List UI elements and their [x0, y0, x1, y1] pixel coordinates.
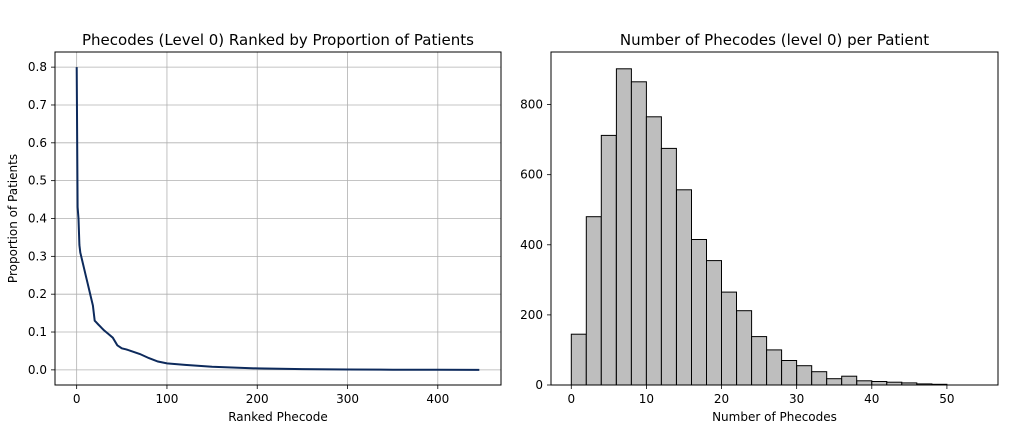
- line-chart-y-axis-label: Proportion of Patients: [6, 154, 20, 283]
- y-tick-label: 0.0: [28, 363, 47, 377]
- y-tick-label: 800: [520, 98, 543, 112]
- y-tick-label: 0.1: [28, 325, 47, 339]
- y-tick-label: 200: [520, 308, 543, 322]
- x-tick-label: 50: [939, 392, 954, 406]
- histogram-x-axis-label: Number of Phecodes: [712, 410, 837, 424]
- y-tick-label: 0.7: [28, 98, 47, 112]
- histogram-bar: [691, 239, 707, 386]
- histogram-bar: [811, 371, 828, 386]
- histogram-bar: [736, 310, 753, 386]
- line-chart-ticks: 0 100 200 300 400 0.0 0.1 0.2 0.3 0.4 0.5 0.6 0.7 0.8: [28, 60, 449, 406]
- y-tick-label: 400: [520, 238, 543, 252]
- line-chart-grid: [55, 52, 501, 385]
- x-tick-label: 100: [155, 392, 178, 406]
- y-tick-label: 0.3: [28, 249, 47, 263]
- x-tick-label: 20: [714, 392, 729, 406]
- histogram-title: Number of Phecodes (level 0) per Patient: [620, 31, 929, 49]
- y-tick-label: 0.4: [28, 212, 47, 226]
- x-tick-label: 200: [246, 392, 269, 406]
- histogram-bar: [826, 378, 843, 386]
- histogram-bar: [570, 333, 587, 386]
- x-tick-label: 10: [639, 392, 654, 406]
- histogram-bar: [615, 68, 632, 386]
- y-tick-label: 0.8: [28, 60, 47, 74]
- line-chart-title: Phecodes (Level 0) Ranked by Proportion …: [82, 31, 474, 49]
- histogram-bar: [841, 375, 858, 386]
- histogram-bar: [871, 381, 888, 386]
- y-tick-label: 0: [535, 378, 543, 392]
- histogram-bar: [660, 147, 677, 386]
- histogram-panel: 0 10 20 30 40 50 0 200 400 600 800 Number of Pheco…: [520, 31, 999, 424]
- histogram-bar: [630, 81, 647, 386]
- x-tick-label: 300: [336, 392, 359, 406]
- line-chart-panel: 0 100 200 300 400 0.0 0.1 0.2 0.3 0.4 0.5 0.6 0.7 0.8…: [6, 31, 502, 424]
- x-tick-label: 40: [864, 392, 879, 406]
- line-chart-x-axis-label: Ranked Phecode: [228, 410, 328, 424]
- y-tick-label: 600: [520, 168, 543, 182]
- histogram-bar: [645, 116, 662, 386]
- histogram-bar: [600, 134, 617, 386]
- x-tick-label: 0: [567, 392, 575, 406]
- y-tick-label: 0.5: [28, 174, 47, 188]
- histogram-bar: [706, 260, 722, 386]
- histogram-frame: [550, 51, 999, 386]
- y-tick-label: 0.2: [28, 287, 47, 301]
- histogram-bar: [781, 360, 798, 386]
- histogram-bar: [766, 349, 783, 386]
- histogram-bars: [570, 68, 948, 386]
- x-tick-label: 30: [789, 392, 804, 406]
- histogram-ticks: 0 10 20 30 40 50 0 200 400 600 800: [520, 98, 954, 406]
- histogram-bar: [585, 216, 602, 386]
- y-tick-label: 0.6: [28, 136, 47, 150]
- line-series-proportion: [75, 67, 480, 371]
- histogram-bar: [856, 380, 873, 386]
- histogram-bar: [721, 291, 737, 386]
- x-tick-label: 0: [73, 392, 81, 406]
- histogram-bar: [751, 336, 768, 386]
- histogram-bar: [796, 365, 813, 386]
- x-tick-label: 400: [426, 392, 449, 406]
- histogram-bar: [676, 189, 692, 386]
